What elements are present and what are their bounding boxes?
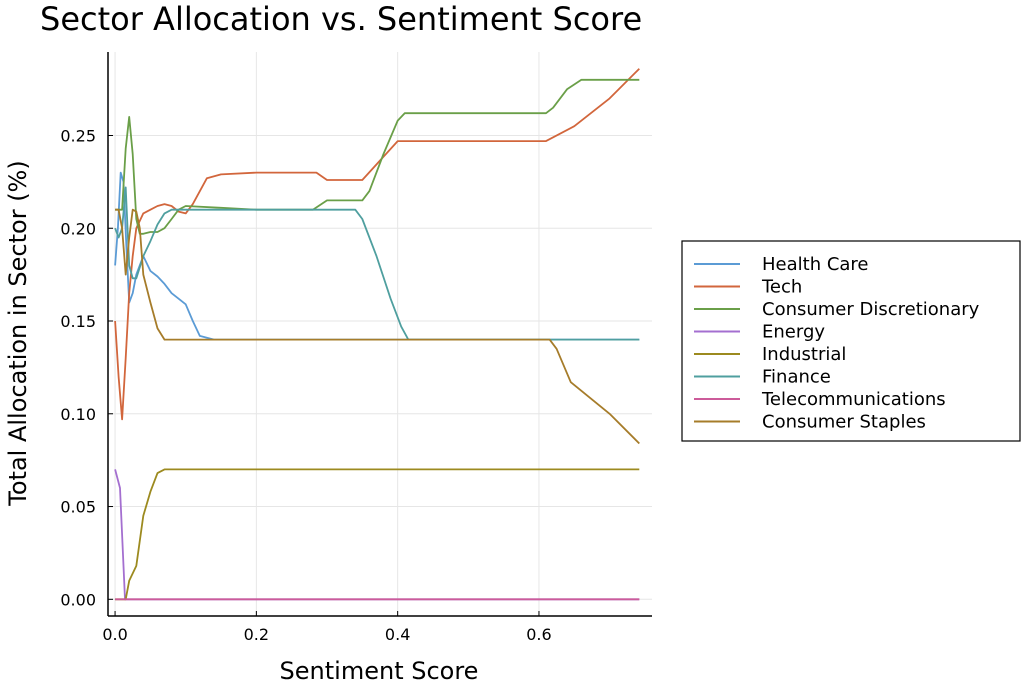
legend-box xyxy=(681,240,1021,442)
y-tick-label: 0.05 xyxy=(60,498,96,517)
legend-label: Telecommunications xyxy=(761,389,946,410)
legend-label: Consumer Discretionary xyxy=(762,299,980,320)
y-tick-label: 0.15 xyxy=(60,312,96,331)
y-tick-label: 0.20 xyxy=(60,219,96,238)
x-axis-label: Sentiment Score xyxy=(280,657,479,685)
legend-label: Finance xyxy=(762,367,831,388)
series-line-industrial xyxy=(115,468,640,601)
series-lines xyxy=(114,68,640,601)
chart-title: Sector Allocation vs. Sentiment Score xyxy=(40,0,642,38)
y-tick-label: 0.00 xyxy=(60,590,96,609)
grid xyxy=(108,52,652,616)
y-axis-label: Total Allocation in Sector (%) xyxy=(4,160,32,506)
legend-label: Health Care xyxy=(762,254,869,275)
series-line-consumer-staples xyxy=(115,208,640,445)
series-line-consumer-discretionary xyxy=(115,78,640,235)
x-tick-label: 0.2 xyxy=(244,625,269,644)
y-tick-label: 0.25 xyxy=(60,126,96,145)
x-tick-label: 0.0 xyxy=(102,625,127,644)
legend-label: Tech xyxy=(761,277,802,298)
series-line-tech xyxy=(114,68,640,421)
axes xyxy=(107,52,652,617)
x-tick-label: 0.6 xyxy=(526,625,551,644)
series-line-energy xyxy=(114,469,640,601)
x-tick-label: 0.4 xyxy=(385,625,410,644)
legend-label: Industrial xyxy=(762,344,846,365)
legend-label: Energy xyxy=(762,322,825,343)
y-tick-label: 0.10 xyxy=(60,405,96,424)
x-ticks: 0.0 0.2 0.4 0.6 xyxy=(102,611,552,644)
legend-label: Consumer Staples xyxy=(762,412,926,433)
series-line-finance xyxy=(114,186,640,341)
y-ticks: 0.00 0.05 0.10 0.15 0.20 0.25 xyxy=(60,126,113,609)
